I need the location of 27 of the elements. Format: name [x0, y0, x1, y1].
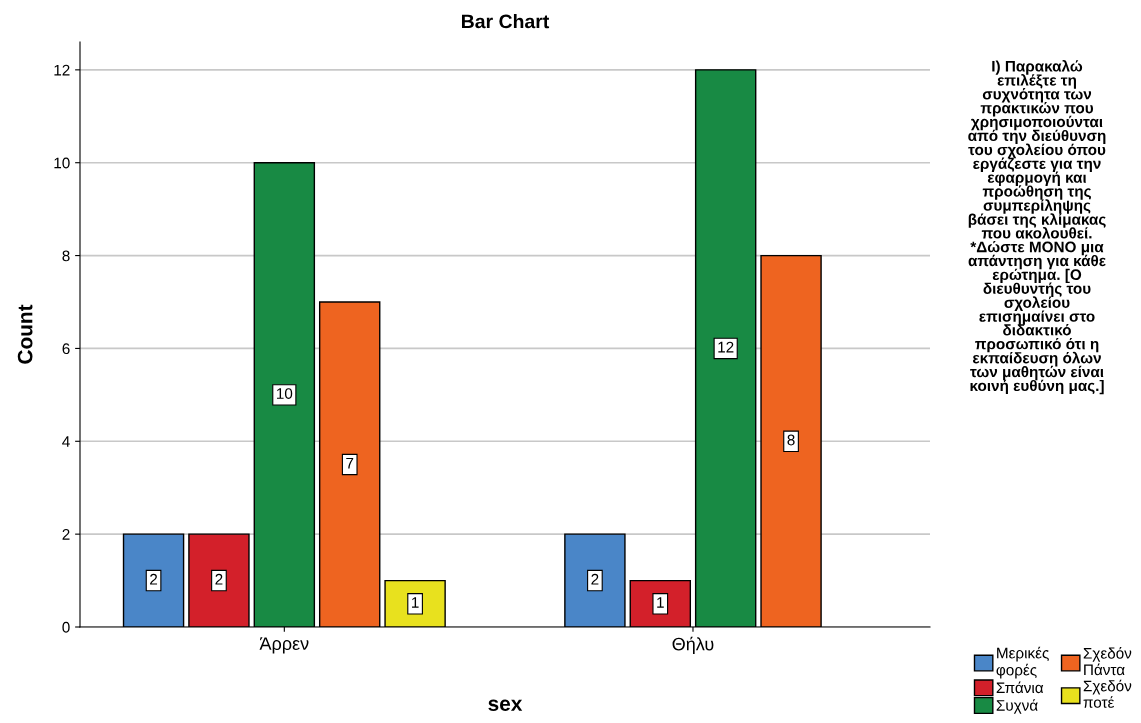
data-label: 1	[657, 597, 664, 608]
data-label: 2	[591, 573, 599, 585]
data-label: 8	[787, 434, 795, 446]
legend-label: Συχνά	[996, 699, 1038, 714]
y-tick-label: 2	[62, 529, 70, 540]
y-tick-label: 10	[54, 157, 70, 169]
x-axis-title: sex	[488, 699, 523, 712]
x-tick-label: Θήλυ	[672, 636, 714, 655]
legend-label: Σπάνια	[996, 681, 1044, 694]
data-label: 2	[150, 573, 158, 585]
data-label: 1	[412, 597, 419, 608]
legend-label: Μερικές φορές	[996, 646, 1049, 679]
legend-label: Σχεδόν Πάντα	[1083, 647, 1132, 676]
data-label: 7	[346, 457, 354, 469]
y-tick-label: 12	[54, 64, 70, 76]
data-label: 2	[215, 573, 223, 585]
y-tick-label: 4	[62, 436, 70, 447]
y-axis-title: Count	[17, 304, 33, 364]
data-label: 10	[277, 388, 293, 399]
legend-label: Σχεδόν ποτέ	[1083, 679, 1132, 708]
text: I) Παρακαλώ επιλέξτε τη συχνότητα των πρακτικών που χρησιμοποιούνται από την διεύθυνση του σχολείου όπου εργάζεστε για την εφαρμογή και προώθηση της συμπερίληψης βάσει της κλίμακας που ακολουθεί. *Δώστε ΜΟΝΟ μια απάντηση για κάθε ερώτημα. [Ο διευθυντής του σχολείου επισημαίνει στο διδακτικό προσωπικό ότι η εκπαίδευση όλων των μαθητών είναι κοινή ευθύνη μας.]	[968, 60, 1106, 395]
data-label: 12	[718, 341, 734, 353]
y-tick-label: 8	[62, 250, 70, 262]
chart-title: Bar Chart	[462, 14, 550, 29]
x-tick-label: Άρρεν	[259, 637, 309, 654]
y-tick-label: 6	[62, 343, 70, 355]
y-tick-label: 0	[62, 621, 70, 633]
